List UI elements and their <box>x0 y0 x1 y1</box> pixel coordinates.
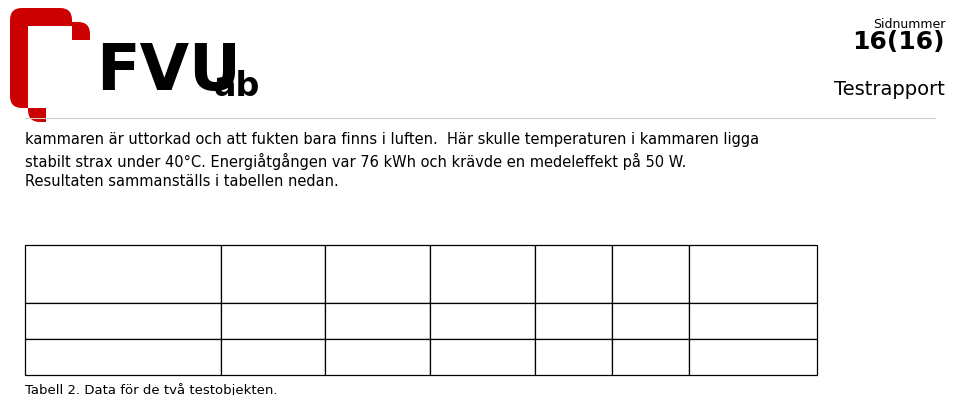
Text: Tabell 2. Data för de två testobjekten.: Tabell 2. Data för de två testobjekten. <box>25 383 277 395</box>
Bar <box>535 245 612 303</box>
Text: 50-63: 50-63 <box>331 350 372 364</box>
Bar <box>689 245 817 303</box>
Bar <box>221 245 325 303</box>
Bar <box>46 40 90 122</box>
Bar <box>325 245 430 303</box>
Bar <box>430 245 535 303</box>
Bar <box>535 303 612 339</box>
Text: RH efter
uppgång: RH efter uppgång <box>331 258 397 290</box>
Text: 76: 76 <box>618 314 636 328</box>
Text: Stabby: Stabby <box>31 314 80 328</box>
Text: 45-50: 45-50 <box>436 314 476 328</box>
Bar <box>221 303 325 339</box>
Bar <box>535 339 612 375</box>
Text: ab: ab <box>214 70 260 103</box>
Text: 45-55: 45-55 <box>436 350 476 364</box>
Text: 100: 100 <box>227 350 253 364</box>
Text: RH efter
maskin: RH efter maskin <box>436 260 498 288</box>
Text: RH före
uppgång: RH före uppgång <box>227 258 293 290</box>
Text: kammaren är uttorkad och att fukten bara finns i luften.  Här skulle temperature: kammaren är uttorkad och att fukten bara… <box>25 132 759 147</box>
Text: Fjärrvärmekammare: Fjärrvärmekammare <box>31 267 184 280</box>
FancyBboxPatch shape <box>28 22 90 122</box>
Text: 30: 30 <box>540 314 558 328</box>
Bar <box>25 339 221 375</box>
Bar <box>25 245 221 303</box>
Bar <box>689 303 817 339</box>
Bar <box>612 303 689 339</box>
Bar <box>325 303 430 339</box>
FancyBboxPatch shape <box>10 8 72 108</box>
Bar <box>612 245 689 303</box>
Text: FVU: FVU <box>96 41 241 103</box>
Text: stabilt strax under 40°C. Energiåtgången var 76 kWh och krävde en medeleffekt på: stabilt strax under 40°C. Energiåtgången… <box>25 153 686 170</box>
Bar <box>612 339 689 375</box>
Text: Energi
[kWh]: Energi [kWh] <box>618 260 666 288</box>
Text: 16(16): 16(16) <box>852 30 945 54</box>
Text: Resultaten sammanställs i tabellen nedan.: Resultaten sammanställs i tabellen nedan… <box>25 174 339 189</box>
Text: Medeleffekt
[W]: Medeleffekt [W] <box>695 260 785 288</box>
Bar <box>430 339 535 375</box>
Bar <box>430 303 535 339</box>
Text: Testrapport: Testrapport <box>834 80 945 99</box>
Text: Sidnummer: Sidnummer <box>873 18 945 31</box>
Bar <box>28 26 72 108</box>
Text: 39: 39 <box>540 350 558 364</box>
Text: 60 – 70: 60 – 70 <box>227 314 277 328</box>
Text: Årsta: Årsta <box>31 350 67 364</box>
Bar <box>221 339 325 375</box>
Text: 270: 270 <box>618 350 644 364</box>
Text: 50: 50 <box>695 314 712 328</box>
Bar <box>689 339 817 375</box>
Text: 50-57: 50-57 <box>331 314 372 328</box>
Text: T [C]: T [C] <box>540 267 576 280</box>
Bar <box>25 303 221 339</box>
Text: 231: 231 <box>695 350 722 364</box>
Bar <box>325 339 430 375</box>
